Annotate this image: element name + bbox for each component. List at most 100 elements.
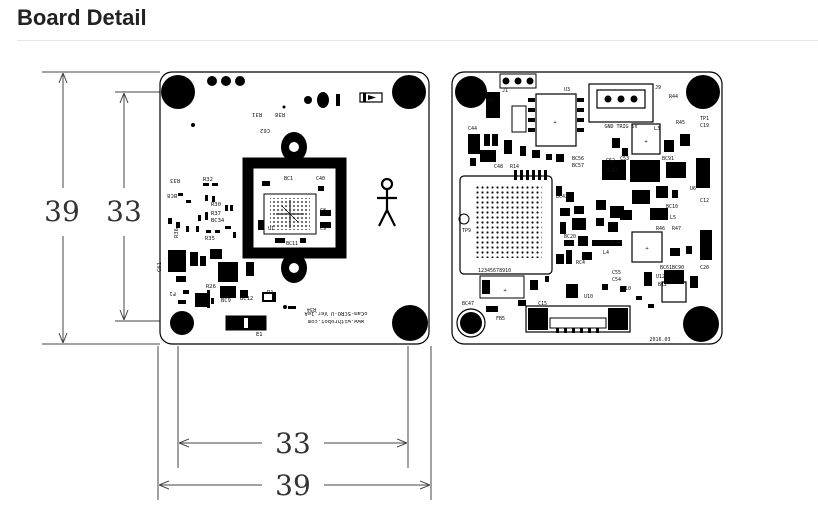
svg-text:R1: R1 <box>267 290 274 296</box>
page-title: Board Detail <box>17 5 147 30</box>
lens-holder-outline <box>242 157 347 259</box>
svg-text:U6: U6 <box>690 186 696 192</box>
back-mounting-hole-top-right <box>686 75 720 109</box>
dimension-lines <box>42 71 432 500</box>
svg-text:U1: U1 <box>268 226 274 232</box>
svg-text:BC56: BC56 <box>572 156 584 162</box>
svg-text:L3: L3 <box>654 126 660 132</box>
svg-text:BC47: BC47 <box>462 301 474 307</box>
svg-text:PB1: PB1 <box>486 98 495 104</box>
mounting-hole-top-left <box>161 75 195 109</box>
svg-text:BC9: BC9 <box>221 298 231 304</box>
svg-text:B12: B12 <box>658 282 667 288</box>
svg-text:BC42: BC42 <box>556 194 568 200</box>
svg-text:R14: R14 <box>510 164 519 170</box>
svg-text:U10: U10 <box>584 294 593 300</box>
svg-text:L4: L4 <box>603 250 609 256</box>
svg-text:F1: F1 <box>169 290 176 296</box>
svg-text:R44: R44 <box>669 94 678 100</box>
svg-text:+: + <box>645 246 649 252</box>
svg-text:BC61: BC61 <box>660 265 672 271</box>
svg-text:J1: J1 <box>502 88 508 94</box>
svg-text:C15: C15 <box>538 301 547 307</box>
svg-text:RC4: RC4 <box>576 260 585 266</box>
front-website-text: www.withrobot.com <box>307 318 364 324</box>
svg-text:J9: J9 <box>655 85 661 91</box>
svg-text:R31: R31 <box>252 111 262 117</box>
svg-text:BC43: BC43 <box>606 168 618 174</box>
svg-text:C61: C61 <box>157 262 163 272</box>
svg-text:TP1: TP1 <box>700 116 709 122</box>
svg-text:R46: R46 <box>656 226 665 232</box>
svg-text:R32: R32 <box>203 177 213 183</box>
svg-text:C19: C19 <box>700 123 709 129</box>
mounting-hole-bottom-right <box>392 305 428 341</box>
svg-text:C53: C53 <box>620 156 629 162</box>
svg-text:C40: C40 <box>316 176 325 182</box>
svg-text:C12: C12 <box>700 198 709 204</box>
svg-text:U3: U3 <box>564 87 570 93</box>
svg-text:C48: C48 <box>494 164 503 170</box>
orientation-figure <box>377 177 397 227</box>
dim-height-inner: 33 <box>106 195 142 228</box>
svg-text:R37: R37 <box>211 211 221 217</box>
svg-text:+: + <box>644 139 648 145</box>
back-mounting-hole-top-left <box>455 76 487 108</box>
front-board: BC1 C40 C8 C9 BC11 U1 <box>157 71 430 345</box>
svg-text:R47: R47 <box>672 226 681 232</box>
svg-text:BC91: BC91 <box>662 156 674 162</box>
mounting-hole-bottom-left <box>170 311 194 335</box>
connector-label: GND TRIG 5V <box>604 124 637 130</box>
svg-text:BC44: BC44 <box>610 240 622 246</box>
back-mounting-hole-bottom-left <box>460 312 482 334</box>
svg-text:C20: C20 <box>700 265 709 271</box>
svg-text:R34: R34 <box>307 306 316 312</box>
svg-text:U12: U12 <box>656 274 665 280</box>
connector-j9 <box>588 83 654 123</box>
svg-text:BC12: BC12 <box>240 296 253 302</box>
back-date-text: 2016.03 <box>649 337 670 343</box>
svg-text:12345678910: 12345678910 <box>478 268 511 274</box>
svg-text:BC57: BC57 <box>572 163 584 169</box>
svg-text:R35: R35 <box>205 236 215 242</box>
svg-text:R30: R30 <box>211 202 221 208</box>
mounting-hole-top-right <box>392 75 426 109</box>
svg-text:BC1: BC1 <box>284 176 293 182</box>
dim-width-outer: 39 <box>275 469 311 502</box>
back-board: GND TRIG 5V + 12345678910 <box>451 71 723 345</box>
svg-text:R45: R45 <box>676 120 685 126</box>
svg-text:BC8: BC8 <box>167 192 177 198</box>
svg-text:C52: C52 <box>606 158 615 164</box>
svg-text:BC90: BC90 <box>672 265 684 271</box>
svg-text:R38: R38 <box>275 111 285 117</box>
svg-text:BC34: BC34 <box>211 218 225 224</box>
usb-connector <box>525 305 631 333</box>
svg-text:C54: C54 <box>612 277 621 283</box>
front-version-text: oCam-5CRO-U Ver.1eA <box>304 310 368 316</box>
svg-text:C62: C62 <box>260 127 270 133</box>
section-header: Board Detail <box>17 4 818 41</box>
back-mounting-hole-bottom-right <box>683 306 719 342</box>
svg-text:FB5: FB5 <box>496 316 505 322</box>
svg-text:BC11: BC11 <box>286 241 298 247</box>
svg-text:BC10: BC10 <box>666 204 678 210</box>
svg-text:R33: R33 <box>170 177 180 183</box>
svg-text:L5: L5 <box>670 215 676 221</box>
svg-text:C44: C44 <box>468 126 477 132</box>
svg-text:E1: E1 <box>256 332 263 338</box>
svg-text:C9: C9 <box>320 226 326 232</box>
svg-text:C55: C55 <box>612 270 621 276</box>
svg-text:+: + <box>553 120 557 126</box>
svg-text:TP9: TP9 <box>462 228 471 234</box>
svg-text:R26: R26 <box>206 284 216 290</box>
svg-text:L1: L1 <box>185 314 192 320</box>
svg-text:+: + <box>503 288 507 294</box>
svg-text:BC20: BC20 <box>564 234 576 240</box>
svg-text:C10: C10 <box>622 286 631 292</box>
dim-width-inner: 33 <box>275 427 311 460</box>
svg-text:R36: R36 <box>174 228 180 238</box>
processor-chip <box>459 175 553 275</box>
svg-text:C8: C8 <box>320 208 326 214</box>
svg-text:L2: L2 <box>600 206 606 212</box>
